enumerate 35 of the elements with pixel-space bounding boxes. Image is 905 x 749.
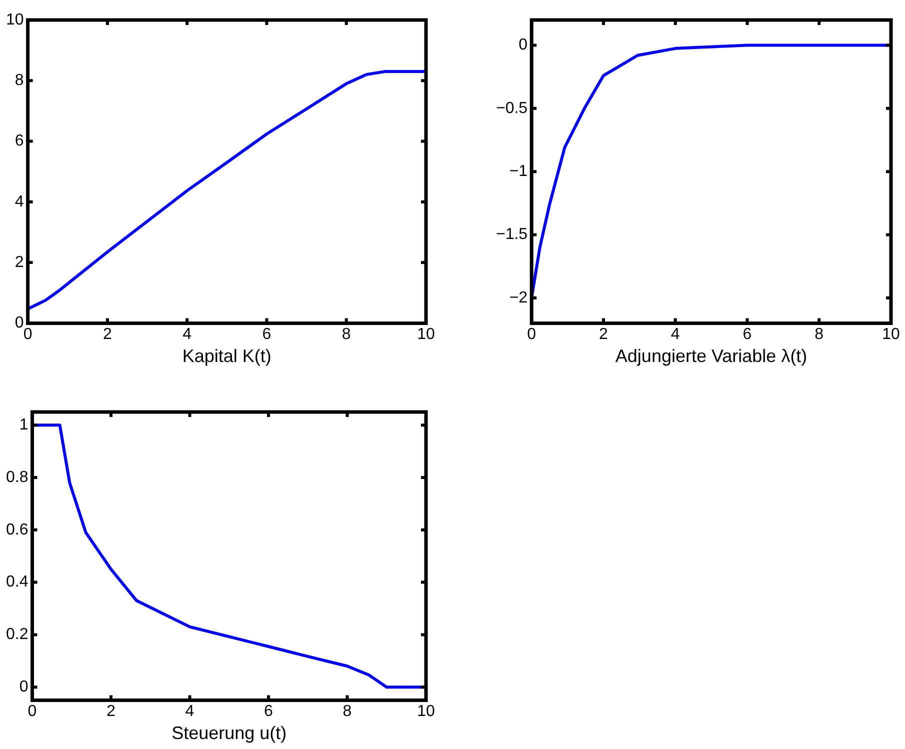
x-axis-title: Kapital K(t) (182, 346, 272, 366)
y-tick-label: 0 (14, 314, 24, 332)
y-tick-label: −1 (509, 163, 528, 180)
y-tick-label: 0 (19, 678, 28, 696)
x-tick-label: 6 (264, 703, 274, 720)
y-tick-label: 8 (14, 72, 24, 90)
y-tick-label: −2 (509, 289, 528, 306)
x-tick-label: 4 (670, 326, 680, 344)
x-tick-label: 10 (882, 326, 900, 344)
x-tick-label: 6 (262, 326, 272, 344)
y-tick-label: 2 (14, 254, 24, 271)
y-tick-label: 4 (14, 193, 24, 210)
x-tick-label: 10 (417, 326, 435, 344)
x-axis-title: Steuerung u(t) (172, 723, 287, 744)
x-tick-label: 4 (182, 326, 192, 344)
x-tick-label: 8 (342, 326, 351, 344)
y-tick-label: 0 (518, 36, 528, 54)
x-tick-label: 8 (342, 703, 352, 720)
x-tick-label: 8 (814, 326, 824, 344)
y-tick-label: 0.6 (6, 521, 28, 538)
x-tick-label: 2 (599, 326, 608, 344)
x-tick-label: 6 (742, 326, 752, 344)
y-tick-label: 0.4 (6, 574, 28, 591)
y-tick-label: 0.2 (6, 626, 28, 644)
x-tick-label: 4 (185, 703, 194, 720)
x-tick-label: 2 (106, 703, 116, 720)
x-tick-label: 2 (102, 326, 112, 344)
y-tick-label: 0.8 (6, 468, 28, 486)
x-axis-title: Adjungierte Variable λ(t) (615, 346, 808, 366)
y-tick-label: −0.5 (496, 100, 528, 117)
y-tick-label: 10 (6, 11, 24, 28)
y-tick-label: −1.5 (496, 226, 528, 244)
x-tick-label: 10 (417, 703, 435, 720)
y-tick-label: 6 (14, 132, 24, 150)
y-tick-label: 1 (19, 416, 28, 434)
